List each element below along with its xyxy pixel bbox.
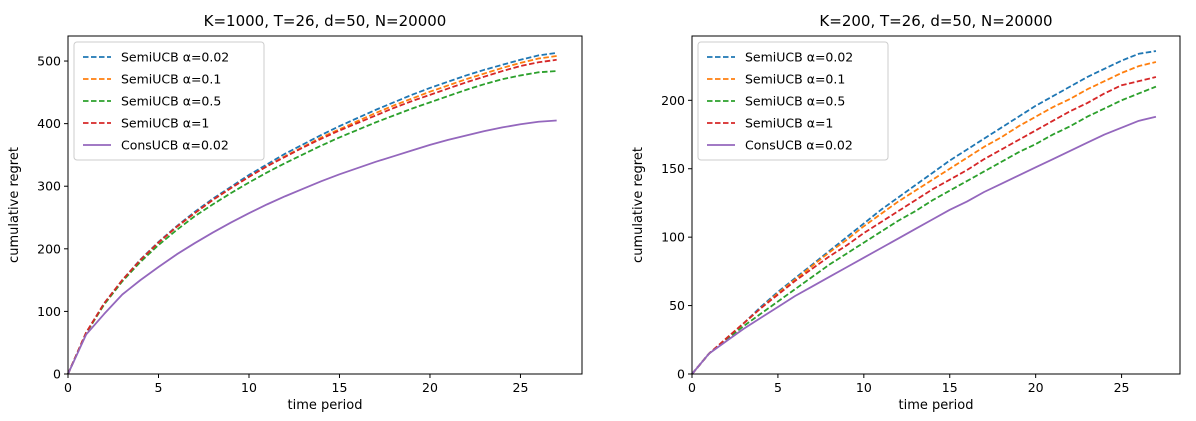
legend-entry: SemiUCB α=0.02 <box>121 50 229 65</box>
chart-title: K=1000, T=26, d=50, N=20000 <box>204 12 447 30</box>
y-axis-label: cumulative regret <box>631 147 646 263</box>
legend-entry: SemiUCB α=1 <box>745 116 833 131</box>
legend-box <box>73 41 265 161</box>
x-tick-label: 0 <box>688 380 696 395</box>
legend-entry: SemiUCB α=1 <box>121 116 209 131</box>
y-tick-label: 0 <box>677 367 685 382</box>
y-tick-label: 500 <box>37 54 61 69</box>
x-tick-label: 20 <box>422 380 438 395</box>
legend: SemiUCB α=0.02 SemiUCB α=0.1 SemiUCB α=0.5… <box>697 41 889 161</box>
y-tick-label: 100 <box>37 304 61 319</box>
legend-entry: ConsUCB α=0.02 <box>745 138 853 153</box>
x-axis-label: time period <box>899 398 974 413</box>
y-tick-label: 300 <box>37 179 61 194</box>
x-tick-label: 15 <box>332 380 348 395</box>
legend-entry: SemiUCB α=0.02 <box>745 50 853 65</box>
legend-entry: SemiUCB α=0.1 <box>121 72 221 87</box>
chart-k200: K=200, T=26, d=50, N=20000 0 5 10 15 20 25 0 50 1… <box>631 12 1181 413</box>
legend-entry: SemiUCB α=0.5 <box>121 94 221 109</box>
y-tick-label: 100 <box>661 230 685 245</box>
chart-k1000: K=1000, T=26, d=50, N=20000 0 5 10 15 20 25 0 10… <box>7 12 583 413</box>
y-axis-label: cumulative regret <box>7 147 22 263</box>
legend-box <box>697 41 889 161</box>
series-line <box>691 50 1157 375</box>
y-tick-label: 150 <box>661 161 685 176</box>
x-tick-label: 20 <box>1028 380 1044 395</box>
x-tick-label: 0 <box>64 380 72 395</box>
x-tick-label: 5 <box>774 380 782 395</box>
plot-frame <box>691 35 1181 375</box>
y-tick-label: 50 <box>669 298 685 313</box>
x-tick-label: 5 <box>155 380 163 395</box>
x-tick-label: 25 <box>1114 380 1130 395</box>
series-line <box>691 76 1157 375</box>
series-line <box>67 119 557 375</box>
y-tick-label: 200 <box>661 93 685 108</box>
y-tick-label: 400 <box>37 116 61 131</box>
legend-entry: SemiUCB α=0.1 <box>745 72 845 87</box>
legend-entry: ConsUCB α=0.02 <box>121 138 229 153</box>
series-line <box>691 115 1157 375</box>
x-tick-label: 10 <box>241 380 257 395</box>
chart-title: K=200, T=26, d=50, N=20000 <box>819 12 1052 30</box>
legend-entry: SemiUCB α=0.5 <box>745 94 845 109</box>
plot-frame <box>67 35 583 375</box>
y-tick-label: 0 <box>53 367 61 382</box>
x-tick-label: 25 <box>513 380 529 395</box>
legend: SemiUCB α=0.02 SemiUCB α=0.1 SemiUCB α=0.5… <box>73 41 265 161</box>
series-line <box>67 58 557 375</box>
x-tick-label: 10 <box>856 380 872 395</box>
x-axis-label: time period <box>288 398 363 413</box>
x-tick-label: 15 <box>942 380 958 395</box>
series-line <box>67 70 557 375</box>
y-tick-label: 200 <box>37 241 61 256</box>
